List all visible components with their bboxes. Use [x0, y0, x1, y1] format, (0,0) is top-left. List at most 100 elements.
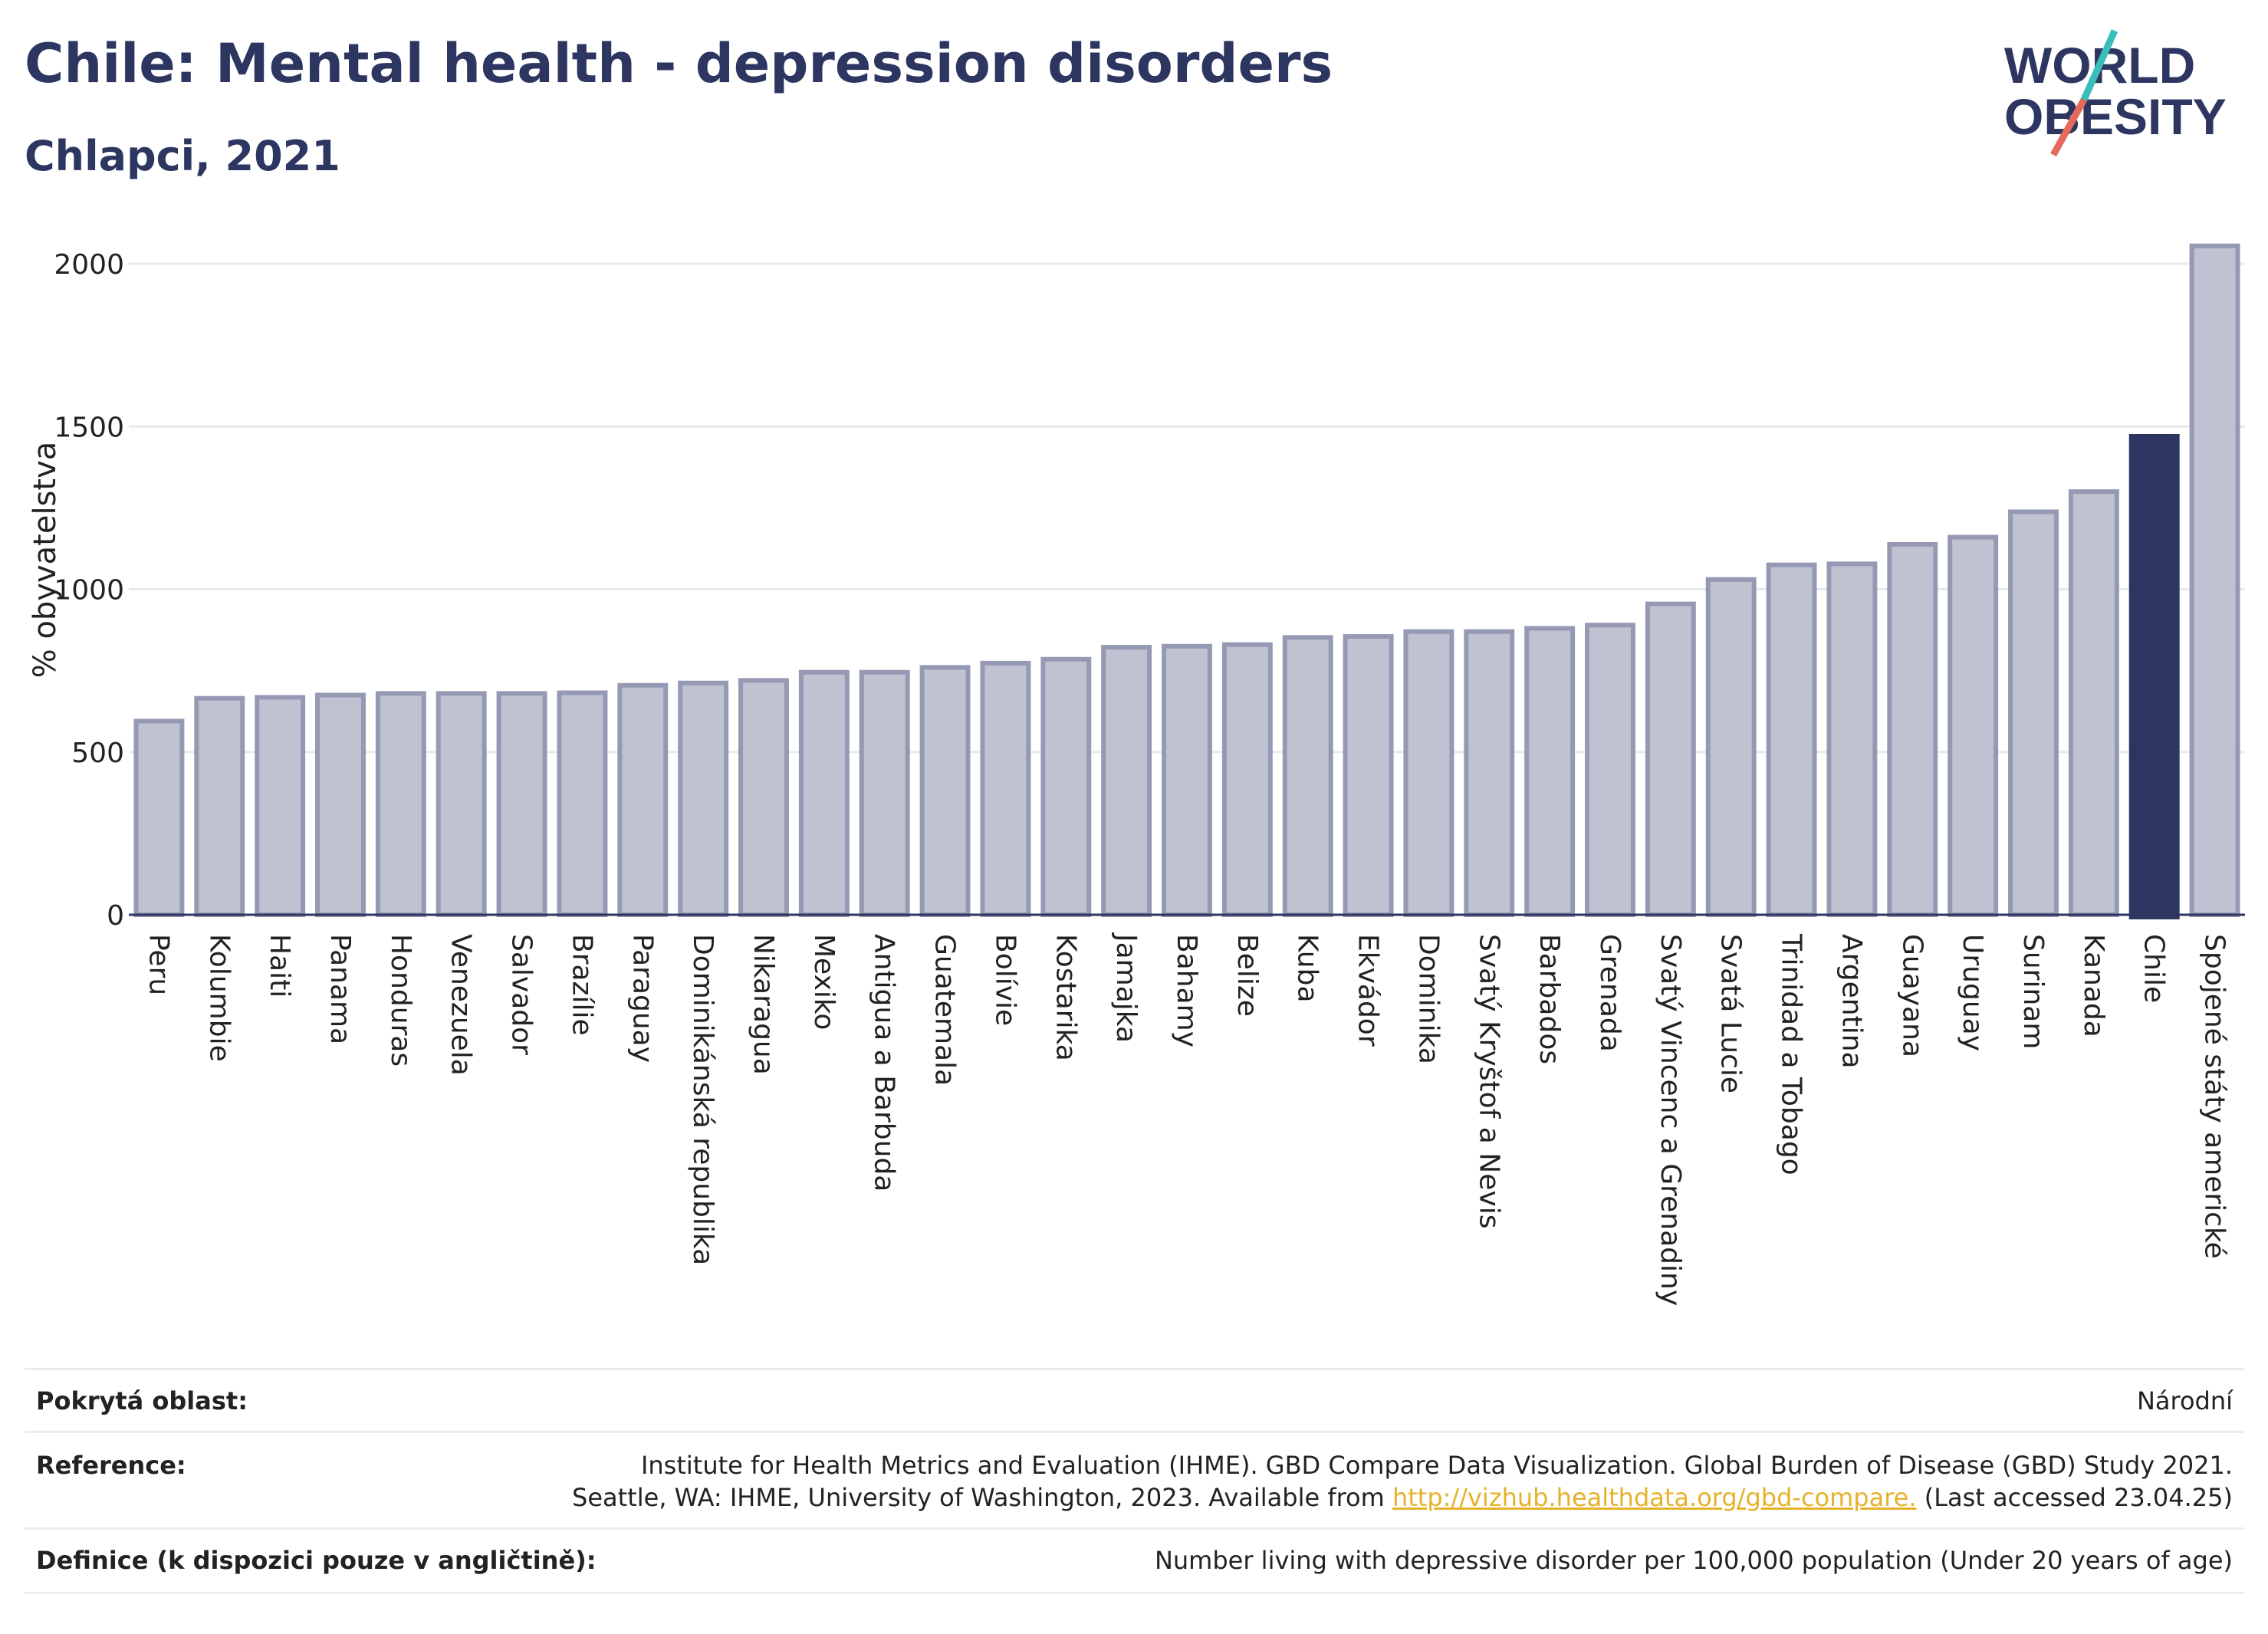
x-tick-label: Barbados	[1533, 934, 1565, 1064]
x-tick-label: Bahamy	[1171, 934, 1202, 1047]
world-obesity-logo: WORLD OBESITY	[2004, 29, 2227, 157]
reference-line2-post: (Last accessed 23.04.25)	[1916, 1483, 2233, 1512]
bar-svatá-lucie[interactable]	[1705, 577, 1757, 917]
bar-peru[interactable]	[133, 718, 185, 917]
bar-barbados[interactable]	[1524, 626, 1576, 917]
x-tick-label: Jamajka	[1110, 932, 1142, 1043]
definition-row: Definice (k dispozici pouze v angličtině…	[25, 1527, 2244, 1592]
coverage-row: Pokrytá oblast: Národní	[25, 1368, 2244, 1431]
x-tick-label: Argentina	[1836, 934, 1867, 1069]
x-tick-label: Venezuela	[445, 934, 477, 1076]
bar-kostarika[interactable]	[1040, 656, 1092, 918]
y-tick-label: 0	[107, 900, 124, 932]
x-tick-label: Kanada	[2078, 934, 2109, 1037]
x-tick-label: Svatá Lucie	[1715, 934, 1747, 1093]
x-tick-label: Dominika	[1412, 934, 1444, 1064]
x-tick-labels: Peru Kolumbie Haiti Panama Honduras Venezuela…	[143, 932, 2230, 1306]
bar-ekvádor[interactable]	[1343, 634, 1394, 917]
x-tick-label: Antigua a Barbuda	[869, 934, 900, 1192]
logo-slash-teal	[2080, 29, 2118, 101]
definition-label: Definice (k dispozici pouze v angličtině…	[36, 1546, 597, 1575]
x-tick-label: Nikaragua	[748, 934, 779, 1075]
y-tick-label: 1000	[54, 575, 124, 607]
x-tick-label: Belize	[1231, 934, 1263, 1017]
bar-chile[interactable]	[2128, 433, 2180, 919]
bars	[133, 243, 2240, 919]
x-tick-label: Guayana	[1896, 934, 1928, 1057]
bar-svatý-kryštof-a-nevis[interactable]	[1464, 629, 1515, 917]
x-tick-label: Honduras	[385, 934, 416, 1067]
bar-paraguay[interactable]	[617, 682, 669, 917]
info-divider	[25, 1527, 2244, 1530]
logo-line2: OBESITY	[2004, 88, 2227, 145]
bar-belize[interactable]	[1221, 642, 1273, 917]
x-tick-label: Guatemala	[929, 934, 961, 1086]
reference-label: Reference:	[36, 1451, 186, 1480]
x-tick-label: Chile	[2138, 934, 2170, 1003]
bar-dominika[interactable]	[1403, 629, 1454, 917]
x-tick-label: Panama	[324, 934, 356, 1044]
y-axis-label: % obyvatelstva	[28, 442, 63, 679]
info-divider	[25, 1431, 2244, 1433]
bar-mexiko[interactable]	[798, 669, 850, 917]
x-tick-label: Grenada	[1594, 934, 1625, 1052]
bar-uruguay[interactable]	[1948, 534, 1999, 918]
bar-salvador[interactable]	[496, 691, 547, 918]
x-tick-label: Surinam	[2017, 934, 2049, 1049]
y-tick-label: 2000	[54, 249, 124, 281]
y-tick-label: 500	[71, 738, 124, 769]
bar-honduras[interactable]	[375, 691, 426, 918]
bar-argentina[interactable]	[1826, 561, 1878, 917]
bar-bahamy[interactable]	[1162, 643, 1212, 917]
bar-antigua-a-barbuda[interactable]	[859, 669, 910, 917]
logo-slash-coral	[2050, 97, 2087, 157]
x-tick-label: Ekvádor	[1353, 934, 1384, 1047]
x-tick-label: Haiti	[264, 934, 295, 998]
reference-line1: Institute for Health Metrics and Evaluat…	[640, 1451, 2233, 1480]
reference-link[interactable]: http://vizhub.healthdata.org/gbd-compare…	[1392, 1483, 1917, 1512]
bar-haiti[interactable]	[255, 695, 306, 918]
x-tick-label: Svatý Vincenc a Grenadiny	[1655, 934, 1686, 1306]
bar-guayana[interactable]	[1887, 541, 1938, 917]
x-tick-label: Mexiko	[808, 934, 840, 1030]
x-tick-label: Trinidad a Tobago	[1776, 933, 1807, 1175]
bar-panama[interactable]	[315, 692, 366, 918]
info-divider	[25, 1368, 2244, 1370]
bar-trinidad-a-tobago[interactable]	[1766, 562, 1817, 917]
x-tick-label: Svatý Kryštof a Nevis	[1473, 934, 1504, 1228]
bar-kanada[interactable]	[2068, 489, 2119, 917]
x-tick-label: Spojené státy americké	[2199, 934, 2230, 1259]
bar-brazílie[interactable]	[557, 690, 608, 918]
bar-bolívie[interactable]	[980, 660, 1031, 917]
bar-dominikánská-republika[interactable]	[678, 680, 729, 917]
x-tick-label: Uruguay	[1957, 934, 1988, 1051]
bar-spojené-státy-americké[interactable]	[2189, 243, 2240, 917]
chart-subtitle: Chlapci, 2021	[25, 132, 340, 180]
bar-jamajka[interactable]	[1101, 645, 1152, 917]
x-tick-label: Kolumbie	[203, 934, 235, 1062]
y-tick-label: 1500	[54, 412, 124, 443]
bar-surinam[interactable]	[2008, 509, 2059, 917]
x-tick-label: Kostarika	[1050, 934, 1081, 1061]
bar-kuba[interactable]	[1282, 635, 1333, 917]
reference-line2-pre: Seattle, WA: IHME, University of Washing…	[572, 1483, 1392, 1512]
bar-venezuela[interactable]	[436, 691, 487, 918]
reference-line2: Seattle, WA: IHME, University of Washing…	[572, 1483, 2233, 1512]
bar-kolumbie[interactable]	[194, 695, 245, 918]
bar-grenada[interactable]	[1585, 623, 1635, 917]
x-tick-label: Peru	[143, 934, 174, 995]
y-tick-labels: 0 500 1000 1500 2000	[54, 249, 124, 932]
x-tick-label: Paraguay	[626, 934, 658, 1063]
bar-svatý-vincenc-a-grenadiny[interactable]	[1645, 601, 1696, 917]
chart-title: Chile: Mental health - depression disord…	[25, 32, 1333, 95]
coverage-label: Pokrytá oblast:	[36, 1386, 248, 1415]
reference-row: Reference: Institute for Health Metrics …	[25, 1431, 2244, 1527]
info-divider	[25, 1592, 2244, 1594]
x-tick-label: Brazílie	[566, 934, 597, 1036]
bar-guatemala[interactable]	[919, 665, 971, 917]
x-tick-label: Kuba	[1292, 934, 1323, 1003]
x-tick-label: Bolívie	[989, 934, 1021, 1026]
bar-nikaragua[interactable]	[738, 678, 789, 917]
bar-chart: 0 500 1000 1500 2000 Peru Kolumbie Haiti Panama…	[28, 243, 2245, 1306]
definition-value: Number living with depressive disorder p…	[1154, 1546, 2233, 1575]
